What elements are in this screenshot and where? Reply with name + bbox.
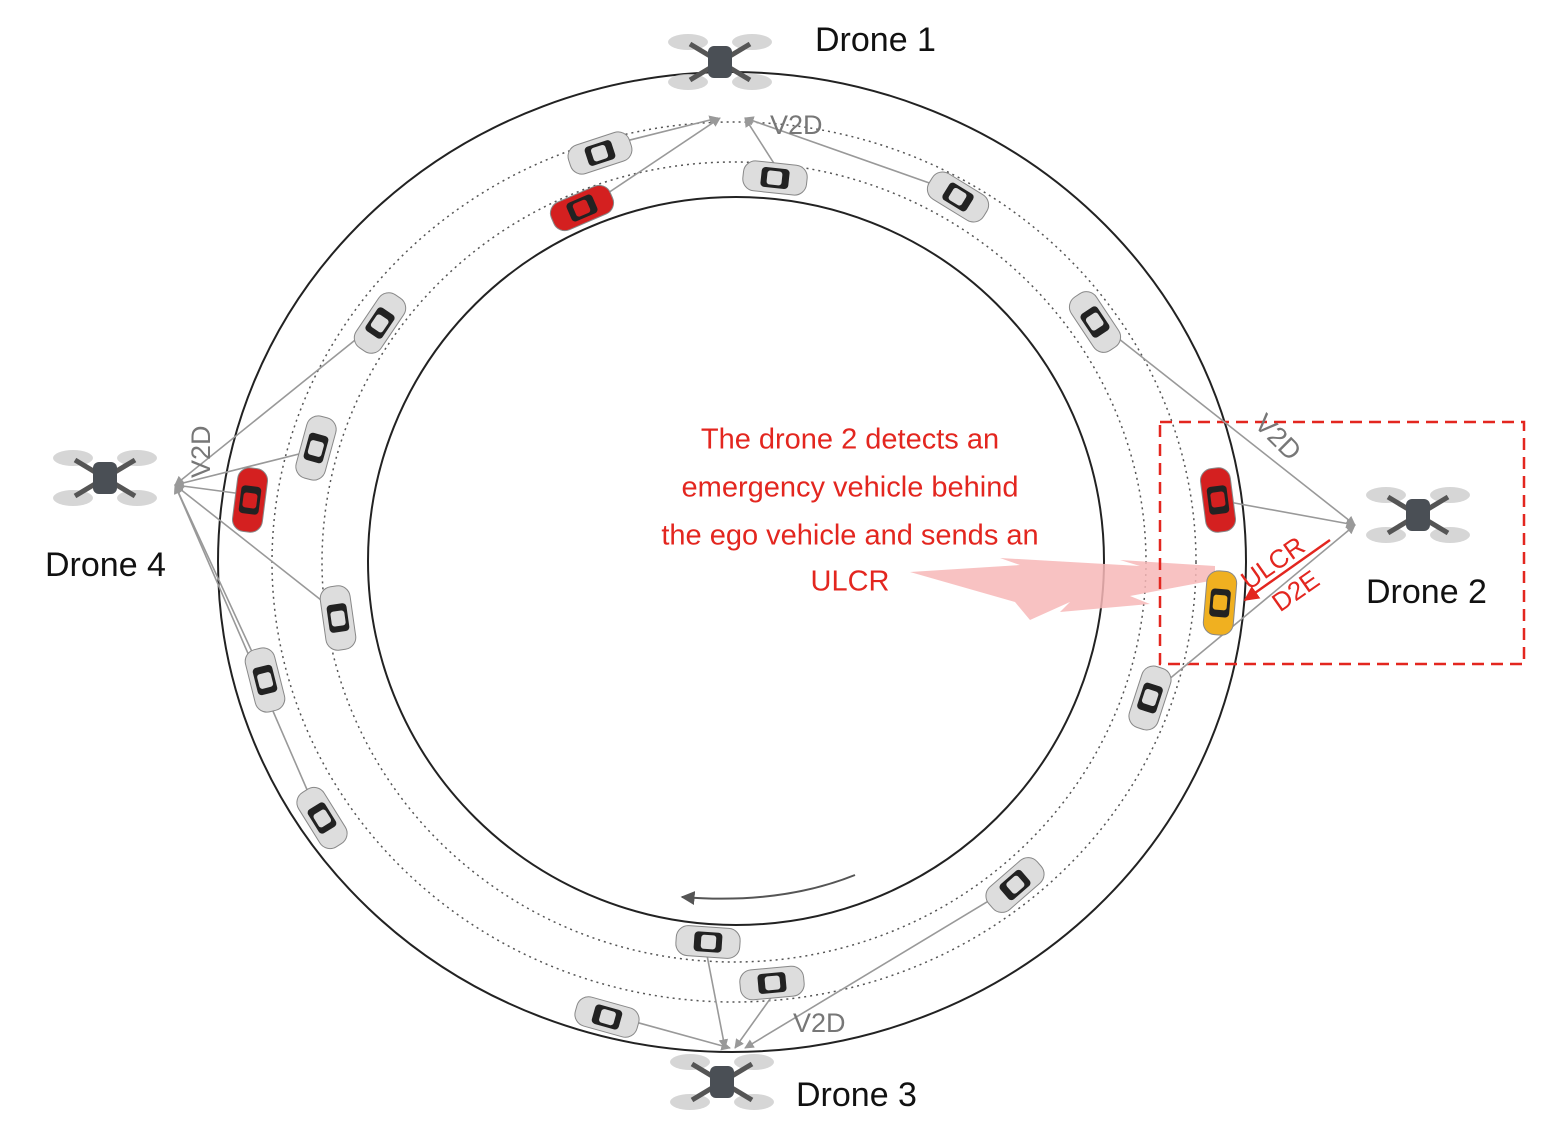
car	[293, 413, 339, 483]
car	[547, 182, 618, 235]
rotor	[117, 450, 157, 466]
drone-icon	[668, 34, 772, 90]
car	[572, 994, 642, 1040]
rotor	[734, 1094, 774, 1110]
car	[675, 925, 741, 959]
rotor	[53, 490, 93, 506]
drone-label: Drone 4	[45, 546, 166, 584]
annotation-line: the ego vehicle and sends an	[661, 520, 1038, 552]
traffic-direction	[682, 875, 855, 899]
rotor	[732, 74, 772, 90]
rotor	[117, 490, 157, 506]
link	[175, 485, 318, 815]
car	[1126, 663, 1174, 733]
rotor	[734, 1054, 774, 1070]
rotor	[670, 1094, 710, 1110]
drone-body	[1406, 499, 1430, 531]
link	[1150, 525, 1355, 695]
drone-body	[710, 1066, 734, 1098]
rotor	[53, 450, 93, 466]
drone-label: Drone 2	[1366, 573, 1487, 611]
annotation-line: ULCR	[811, 566, 890, 598]
rotor	[1430, 527, 1470, 543]
car	[350, 288, 411, 358]
road-inner	[368, 197, 1104, 925]
car	[1202, 570, 1237, 636]
rotor	[670, 1054, 710, 1070]
car-roof	[766, 170, 782, 186]
car-roof	[764, 975, 780, 990]
road-outer	[218, 72, 1246, 1052]
rotor	[1366, 527, 1406, 543]
rotor	[1366, 487, 1406, 503]
diagram: Drone 1 Drone 2 Drone 3 Drone 4 V2D V2D …	[0, 0, 1548, 1127]
drone-icon	[670, 1054, 774, 1110]
link-label: V2D	[186, 425, 216, 478]
drone-label: Drone 3	[796, 1076, 917, 1114]
car	[981, 853, 1049, 918]
car-roof	[242, 492, 258, 509]
car	[1199, 466, 1237, 533]
drone-icon	[53, 450, 157, 506]
car	[565, 129, 635, 177]
car	[231, 466, 269, 533]
annotation-line: The drone 2 detects an	[701, 424, 999, 456]
drone-body	[708, 46, 732, 78]
annotation-line: emergency vehicle behind	[682, 472, 1019, 504]
drone-body	[93, 462, 117, 494]
rotor	[1430, 487, 1470, 503]
rotor	[668, 34, 708, 50]
car	[292, 783, 351, 853]
link	[705, 945, 725, 1048]
car-roof	[330, 610, 346, 627]
car-roof	[1210, 491, 1226, 508]
signal-bolt	[910, 558, 1215, 620]
car	[243, 645, 288, 714]
car	[319, 584, 358, 652]
rotor	[668, 74, 708, 90]
drone-icon	[1366, 487, 1470, 543]
link-label: V2D	[793, 1008, 846, 1038]
car	[742, 160, 809, 197]
link-label: V2D	[770, 110, 823, 140]
link	[1218, 500, 1355, 525]
car	[1065, 287, 1125, 357]
car-roof	[1212, 594, 1227, 610]
link-label: V2D	[1249, 408, 1307, 466]
car-roof	[701, 935, 717, 950]
drone-label: Drone 1	[815, 21, 936, 59]
rotor	[732, 34, 772, 50]
car	[923, 167, 993, 226]
car	[739, 965, 805, 1001]
